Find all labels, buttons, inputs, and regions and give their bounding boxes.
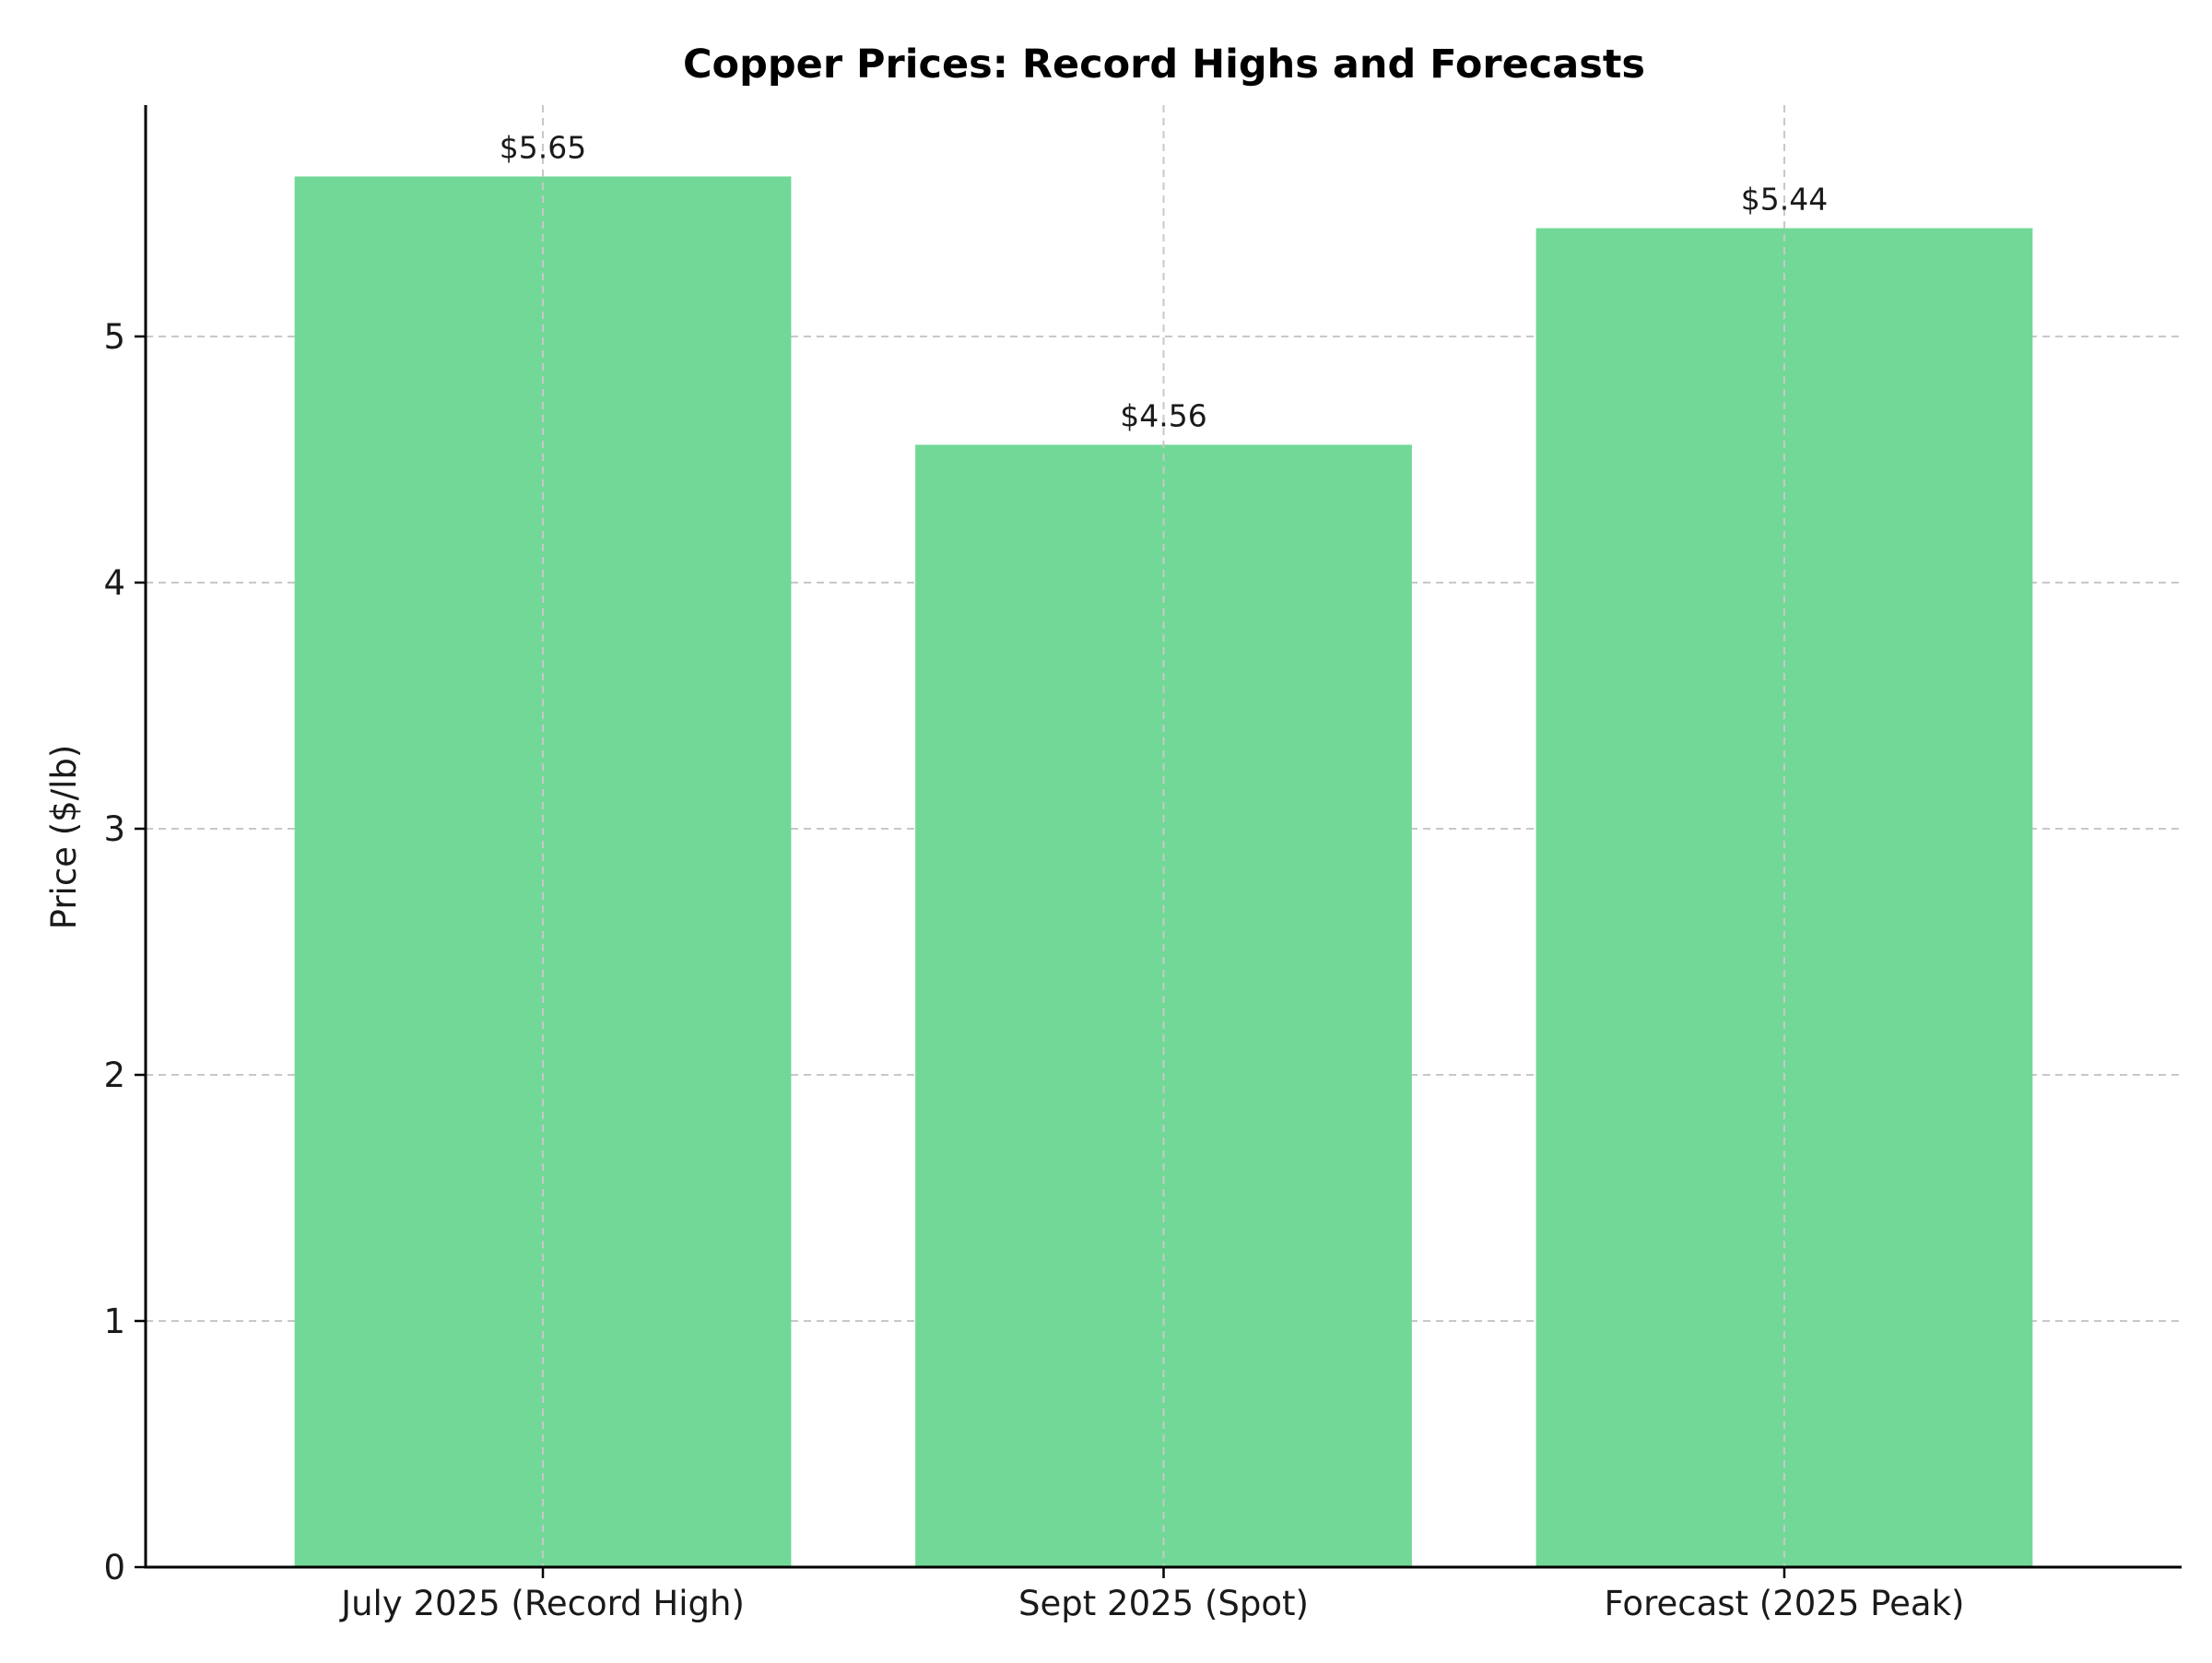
y-tick-label: 5	[103, 317, 125, 357]
x-tick-label: Sept 2025 (Spot)	[1018, 1584, 1309, 1623]
data-label-1: $5.65	[500, 129, 586, 165]
y-tick-label: 3	[103, 809, 125, 849]
y-tick-label: 1	[103, 1302, 125, 1341]
data-labels: $5.65 $4.56 $5.44	[500, 129, 1828, 433]
y-tick-label: 0	[103, 1548, 125, 1587]
ticks: 0 1 2 3 4 5 July 2025 (Record High) Sept 2025 (…	[103, 317, 1964, 1623]
y-tick-label: 2	[103, 1056, 125, 1095]
vertical-grid	[542, 105, 1785, 1567]
data-label-2: $4.56	[1120, 397, 1206, 433]
y-tick-label: 4	[103, 563, 125, 603]
chart-title: Copper Prices: Record Highs and Forecast…	[683, 41, 1645, 88]
data-label-3: $5.44	[1741, 182, 1828, 218]
x-tick-label: July 2025 (Record High)	[339, 1584, 745, 1623]
bar-2	[915, 444, 1412, 1568]
y-axis-label: Price ($/lb)	[44, 745, 84, 930]
x-tick-label: Forecast (2025 Peak)	[1604, 1584, 1964, 1623]
